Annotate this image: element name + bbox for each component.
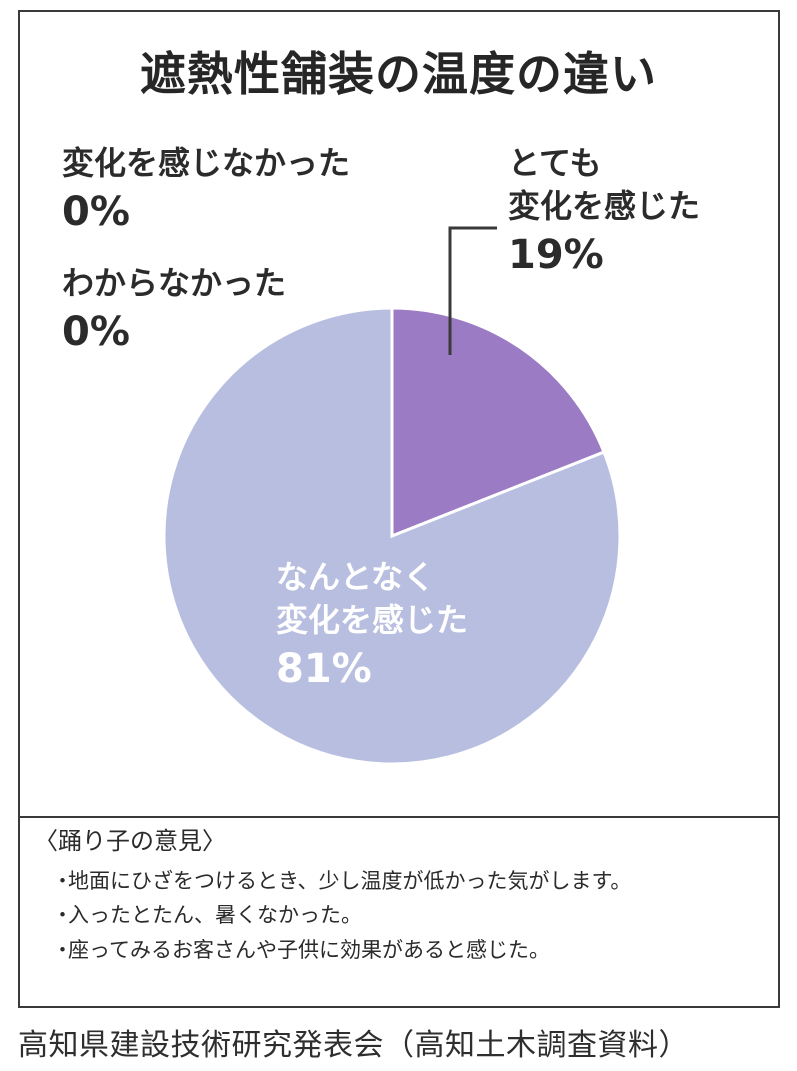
opinion-text: 座ってみるお客さんや子供に効果があると感じた。	[68, 937, 550, 962]
bullet: ・	[52, 868, 73, 893]
opinion-text: 入ったとたん、暑くなかった。	[68, 903, 362, 928]
label-strong-change-line1: とても	[508, 144, 602, 182]
label-unknown-text: わからなかった	[62, 264, 287, 302]
label-strong-change: とても 変化を感じた 19%	[508, 142, 700, 282]
chart-title: 遮熱性舗装の温度の違い	[140, 47, 657, 101]
chart-frame	[18, 10, 780, 1008]
bullet: ・	[52, 903, 73, 928]
label-some-change: なんとなく 変化を感じた 81%	[276, 556, 468, 696]
label-some-change-value: 81%	[276, 646, 372, 693]
label-unknown-value: 0%	[62, 309, 130, 356]
source-citation: 高知県建設技術研究発表会（高知土木調査資料）	[18, 1028, 689, 1063]
label-unknown: わからなかった 0%	[62, 262, 286, 359]
opinions-section: 〈踊り子の意見〉 ・地面にひざをつけるとき、少し温度が低かった気がします。 ・入…	[34, 822, 770, 968]
label-no-change: 変化を感じなかった 0%	[62, 142, 350, 239]
label-strong-change-value: 19%	[508, 232, 604, 279]
label-no-change-text: 変化を感じなかった	[62, 144, 351, 182]
opinion-item: ・地面にひざをつけるとき、少し温度が低かった気がします。	[52, 864, 770, 899]
bullet: ・	[52, 937, 73, 962]
opinion-item: ・座ってみるお客さんや子供に効果があると感じた。	[52, 933, 770, 968]
label-strong-change-line2: 変化を感じた	[508, 187, 701, 226]
label-some-change-line1: なんとなく	[276, 558, 436, 596]
label-no-change-value: 0%	[62, 189, 130, 236]
opinion-text: 地面にひざをつけるとき、少し温度が低かった気がします。	[68, 868, 632, 893]
opinion-item: ・入ったとたん、暑くなかった。	[52, 898, 770, 933]
section-divider	[20, 816, 778, 818]
opinions-heading: 〈踊り子の意見〉	[34, 827, 226, 855]
label-some-change-line2: 変化を感じた	[276, 601, 469, 640]
